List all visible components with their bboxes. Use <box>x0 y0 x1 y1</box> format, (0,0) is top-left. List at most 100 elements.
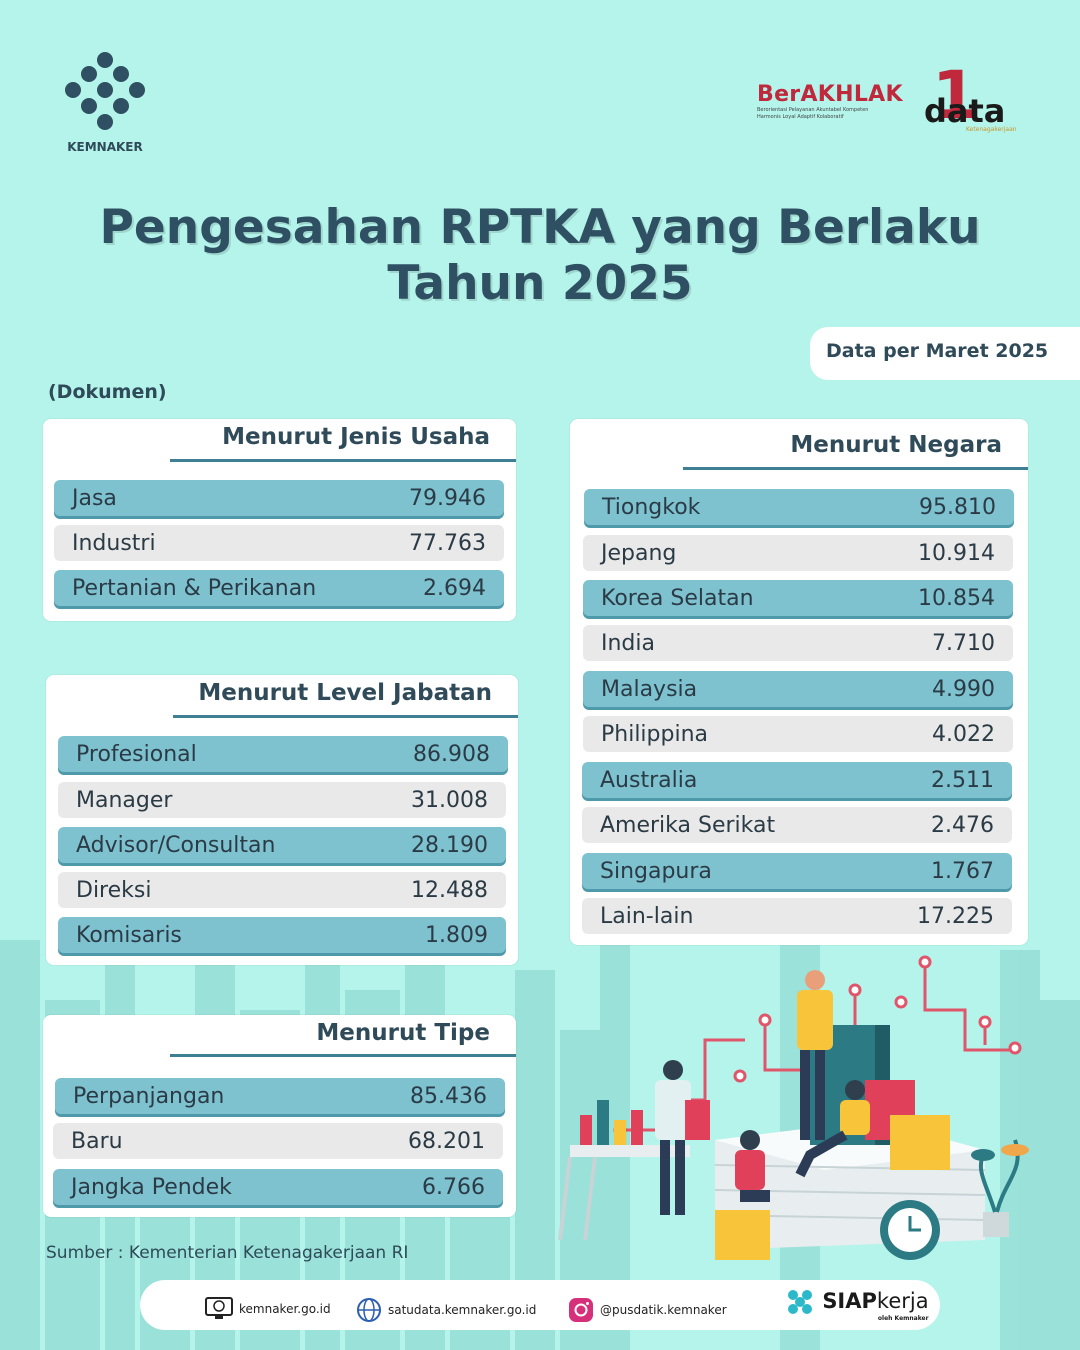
row-label: Australia <box>600 767 698 793</box>
kemnaker-label: KEMNAKER <box>67 140 143 154</box>
table-row: Baru 68.201 <box>53 1123 503 1159</box>
row-label: India <box>601 630 655 656</box>
siapkerja-logo: SIAPkerja oleh Kemnaker <box>785 1287 929 1322</box>
berakhlak-title: BerAKHLAK <box>757 82 903 107</box>
title-line-1: Pengesahan RPTKA yang Berlaku <box>99 200 981 255</box>
table-row: Australia 2.511 <box>582 762 1012 798</box>
row-value: 10.854 <box>918 585 995 611</box>
row-value: 28.190 <box>411 832 488 858</box>
level-jabatan-card <box>46 675 518 965</box>
row-label: Jepang <box>601 540 677 566</box>
row-value: 1.767 <box>931 858 994 884</box>
table-row: Philippina 4.022 <box>583 716 1013 752</box>
row-label: Advisor/Consultan <box>76 832 276 858</box>
row-value: 4.990 <box>932 676 995 702</box>
row-value: 85.436 <box>410 1083 487 1109</box>
row-label: Perpanjangan <box>73 1083 225 1109</box>
row-label: Tiongkok <box>602 494 701 520</box>
table-row: Tiongkok 95.810 <box>584 489 1014 525</box>
tipe-underline <box>170 1054 516 1057</box>
source-note: Sumber : Kementerian Ketenagakerjaan RI <box>46 1243 409 1263</box>
globe-icon <box>357 1298 381 1322</box>
row-value: 31.008 <box>411 787 488 813</box>
date-badge: Data per Maret 2025 <box>810 327 1080 380</box>
table-row: Direksi 12.488 <box>58 872 506 908</box>
siap-light: kerja <box>876 1289 929 1313</box>
table-row: Jangka Pendek 6.766 <box>53 1169 503 1205</box>
office-workers-illustration <box>558 955 1029 1260</box>
footer-satudata[interactable]: satudata.kemnaker.go.id <box>356 1297 536 1323</box>
row-label: Komisaris <box>76 922 182 948</box>
kemnaker-logo: KEMNAKER <box>60 50 150 154</box>
row-label: Philippina <box>601 721 709 747</box>
row-value: 2.476 <box>931 812 994 838</box>
siap-bold: SIAP <box>822 1289 877 1313</box>
row-label: Baru <box>71 1128 123 1154</box>
negara-title: Menurut Negara <box>790 432 1002 458</box>
table-row: Jepang 10.914 <box>583 535 1013 571</box>
siap-sub: oleh Kemnaker <box>877 1315 929 1322</box>
level-jabatan-title: Menurut Level Jabatan <box>198 680 492 706</box>
row-label: Manager <box>76 787 173 813</box>
table-row: Pertanian & Perikanan 2.694 <box>54 570 504 606</box>
table-row: India 7.710 <box>583 625 1013 661</box>
level-jabatan-underline <box>173 715 518 718</box>
table-row: Singapura 1.767 <box>582 853 1012 889</box>
row-value: 6.766 <box>422 1174 485 1200</box>
instagram-handle[interactable]: @pusdatik.kemnaker <box>600 1303 727 1317</box>
row-value: 68.201 <box>408 1128 485 1154</box>
onedata-sub: Ketenagakerjaan <box>966 126 1017 133</box>
table-row: Perpanjangan 85.436 <box>55 1078 505 1114</box>
footer-instagram[interactable]: @pusdatik.kemnaker <box>568 1297 727 1323</box>
row-label: Jasa <box>72 485 117 511</box>
onedata-number: 1 <box>932 57 978 134</box>
row-value: 7.710 <box>932 630 995 656</box>
jenis-usaha-title: Menurut Jenis Usaha <box>222 424 490 450</box>
website-link[interactable]: kemnaker.go.id <box>239 1302 331 1316</box>
table-row: Korea Selatan 10.854 <box>583 580 1013 616</box>
table-row: Amerika Serikat 2.476 <box>582 807 1012 843</box>
row-value: 2.694 <box>423 575 486 601</box>
instagram-icon <box>569 1298 593 1322</box>
kemnaker-emblem-icon <box>65 52 145 130</box>
jenis-usaha-underline <box>170 459 516 462</box>
table-row: Lain-lain 17.225 <box>582 898 1012 934</box>
row-label: Pertanian & Perikanan <box>72 575 317 601</box>
row-value: 95.810 <box>919 494 996 520</box>
row-label: Direksi <box>76 877 152 903</box>
berakhlak-tagline-1: Berorientasi Pelayanan Akuntabel Kompete… <box>757 107 869 113</box>
row-label: Profesional <box>76 741 197 767</box>
table-row: Malaysia 4.990 <box>583 671 1013 707</box>
row-value: 4.022 <box>932 721 995 747</box>
unit-label: (Dokumen) <box>48 381 167 403</box>
row-value: 77.763 <box>409 530 486 556</box>
footer-website[interactable]: kemnaker.go.id <box>205 1297 331 1321</box>
row-label: Singapura <box>600 858 712 884</box>
row-value: 17.225 <box>917 903 994 929</box>
negara-underline <box>683 467 1028 470</box>
table-row: Jasa 79.946 <box>54 480 504 516</box>
row-value: 2.511 <box>931 767 994 793</box>
table-row: Advisor/Consultan 28.190 <box>58 827 506 863</box>
row-value: 1.809 <box>425 922 488 948</box>
table-row: Komisaris 1.809 <box>58 917 506 953</box>
row-label: Jangka Pendek <box>71 1174 232 1200</box>
row-label: Lain-lain <box>600 903 694 929</box>
row-value: 86.908 <box>413 741 490 767</box>
row-value: 10.914 <box>918 540 995 566</box>
title-line-2: Tahun 2025 <box>387 256 693 311</box>
row-label: Amerika Serikat <box>600 812 776 838</box>
tipe-title: Menurut Tipe <box>316 1020 490 1046</box>
table-row: Industri 77.763 <box>54 525 504 561</box>
row-value: 12.488 <box>411 877 488 903</box>
page-title: Pengesahan RPTKA yang Berlaku Tahun 2025 <box>40 200 1040 312</box>
onedata-word: data <box>924 92 1006 130</box>
onedata-logo: 1 data Ketenagakerjaan <box>924 57 1034 142</box>
satudata-link[interactable]: satudata.kemnaker.go.id <box>388 1303 537 1317</box>
berakhlak-logo: BerAKHLAK Berorientasi Pelayanan Akuntab… <box>757 82 907 121</box>
row-label: Industri <box>72 530 156 556</box>
siapkerja-emblem-icon <box>788 1290 812 1314</box>
row-label: Korea Selatan <box>601 585 754 611</box>
row-label: Malaysia <box>601 676 698 702</box>
monitor-icon <box>205 1297 233 1319</box>
